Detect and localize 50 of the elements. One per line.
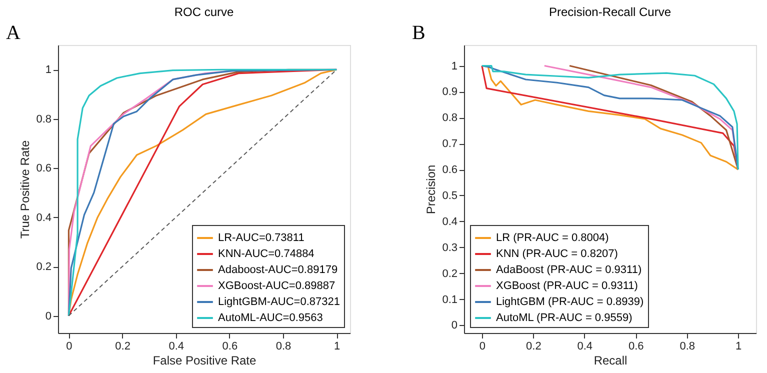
legend-label: KNN-AUC=0.74884 [218, 248, 314, 260]
y-axis-title: True Positive Rate [18, 140, 32, 239]
y-tick-label: 0.1 [442, 294, 458, 306]
y-tick-label: 0.8 [442, 112, 458, 124]
x-axis-title: Recall [594, 354, 628, 368]
x-axis-title: False Positive Rate [152, 354, 257, 368]
legend-label: Adaboost-AUC=0.89179 [218, 264, 338, 276]
legend-label: LR (PR-AUC = 0.8004) [496, 232, 609, 244]
x-tick-label: 1 [334, 340, 340, 352]
legend-label: LightGBM (PR-AUC = 0.8939) [496, 296, 644, 308]
chart-title: ROC curve [174, 5, 234, 19]
y-tick-label: 0.6 [36, 162, 52, 175]
legend-label: AdaBoost (PR-AUC = 0.9311) [496, 264, 642, 276]
x-tick-label: 0 [479, 340, 486, 352]
y-tick-label: 1 [451, 60, 458, 72]
legend-label: LightGBM-AUC=0.87321 [218, 296, 340, 308]
y-tick-label: 0.8 [36, 113, 52, 126]
legend-label: AutoML (PR-AUC = 0.9559) [496, 312, 632, 324]
y-tick-label: 1 [45, 64, 52, 76]
x-tick-label: 1 [736, 340, 742, 352]
legend-label: KNN (PR-AUC = 0.8207) [496, 248, 618, 260]
x-tick-label: 0.2 [115, 340, 130, 352]
text: B [412, 22, 426, 44]
y-tick-label: 0.6 [442, 164, 458, 176]
legend-label: LR-AUC=0.73811 [218, 232, 304, 244]
chart-title: Precision-Recall Curve [548, 5, 672, 19]
legend-label: XGBoost (PR-AUC = 0.9311) [496, 280, 638, 292]
legend-label: XGBoost-AUC=0.89887 [218, 280, 336, 292]
x-tick-label: 0.4 [168, 340, 184, 352]
x-tick-label: 0 [66, 340, 72, 352]
y-tick-label: 0.2 [442, 268, 458, 280]
x-tick-label: 0.6 [222, 340, 238, 352]
x-tick-label: 0.4 [577, 340, 593, 352]
y-tick-label: 0 [45, 310, 52, 322]
text: A [6, 22, 21, 44]
y-tick-label: 0.9 [442, 86, 458, 98]
x-tick-label: 0.8 [680, 340, 695, 352]
y-axis-title: Precision [424, 164, 438, 214]
y-tick-label: 0.2 [36, 261, 52, 274]
y-tick-label: 0.5 [442, 190, 458, 202]
x-tick-label: 0.6 [628, 340, 644, 352]
y-tick-label: 0.4 [36, 212, 52, 224]
y-tick-label: 0.7 [442, 138, 458, 150]
y-tick-label: 0.3 [442, 242, 458, 254]
y-tick-label: 0 [451, 320, 458, 332]
x-tick-label: 0.2 [526, 340, 542, 352]
line-series [481, 64, 739, 170]
legend-label: AutoML-AUC=0.9563 [218, 312, 323, 324]
x-tick-label: 0.8 [276, 340, 292, 352]
y-tick-label: 0.4 [442, 216, 458, 228]
